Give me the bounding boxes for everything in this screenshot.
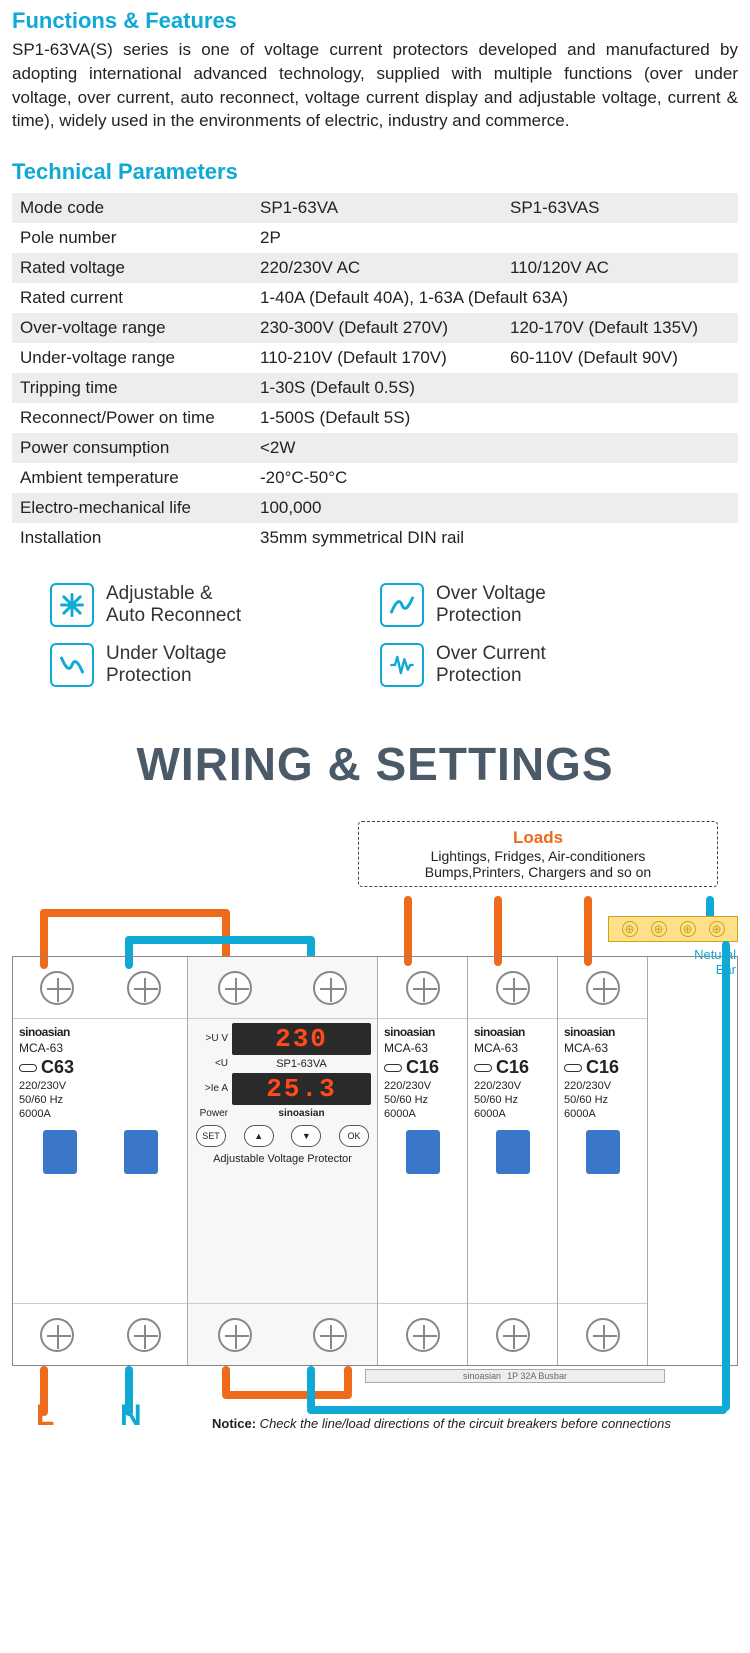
- loads-line1: Lightings, Fridges, Air-conditioners: [369, 848, 707, 864]
- pill-icon: [474, 1064, 492, 1072]
- neutral-term: ⊕: [680, 921, 696, 937]
- table-row: Rated current1-40A (Default 40A), 1-63A …: [12, 283, 738, 313]
- wire-L-out-h: [222, 1391, 352, 1399]
- screw-icon: [313, 1318, 347, 1352]
- loads-title: Loads: [369, 828, 707, 848]
- params-title: Technical Parameters: [0, 151, 750, 189]
- feature-item: Over VoltageProtection: [380, 583, 700, 627]
- loads-box: Loads Lightings, Fridges, Air-conditione…: [358, 821, 718, 887]
- screw-icon: [127, 1318, 161, 1352]
- label-L: L: [36, 1399, 54, 1433]
- wire-live-top: [40, 909, 228, 917]
- breaker-c16: sinoasian MCA-63 C16 220/230V50/60 Hz600…: [378, 957, 468, 1365]
- wire-neutral-top: [125, 936, 313, 944]
- breaker-switch[interactable]: [586, 1130, 620, 1174]
- screw-icon: [496, 971, 530, 1005]
- asterisk-icon: [50, 583, 94, 627]
- wiring-diagram: Loads Lightings, Fridges, Air-conditione…: [12, 821, 738, 1441]
- voltage-display: 230: [232, 1023, 371, 1055]
- breaker-c16: sinoasian MCA-63 C16 220/230V50/60 Hz600…: [558, 957, 648, 1365]
- feature-item: Adjustable &Auto Reconnect: [50, 583, 370, 627]
- table-row: Installation35mm symmetrical DIN rail: [12, 523, 738, 553]
- breaker-row: sinoasian MCA-63 C63 220/230V 50/60 Hz 6…: [12, 956, 738, 1366]
- feature-text: Adjustable &Auto Reconnect: [106, 583, 241, 627]
- set-button[interactable]: SET: [196, 1125, 226, 1147]
- breaker-c63: sinoasian MCA-63 C63 220/230V 50/60 Hz 6…: [13, 957, 188, 1365]
- pill-icon: [384, 1064, 402, 1072]
- ok-button[interactable]: OK: [339, 1125, 369, 1147]
- screw-icon: [586, 1318, 620, 1352]
- screw-icon: [313, 971, 347, 1005]
- table-row: Electro-mechanical life100,000: [12, 493, 738, 523]
- busbar: sinoasian1P 32A Busbar: [365, 1369, 665, 1383]
- breaker-brand: sinoasian: [19, 1025, 181, 1039]
- feature-text: Over CurrentProtection: [436, 643, 546, 687]
- breaker-switch[interactable]: [406, 1130, 440, 1174]
- table-row: Tripping time1-30S (Default 0.5S): [12, 373, 738, 403]
- breaker-switch[interactable]: [496, 1130, 530, 1174]
- breaker-switch[interactable]: [124, 1130, 158, 1174]
- table-row: Under-voltage range110-210V (Default 170…: [12, 343, 738, 373]
- down-button[interactable]: ▼: [291, 1125, 321, 1147]
- table-row: Over-voltage range230-300V (Default 270V…: [12, 313, 738, 343]
- pill-icon: [19, 1064, 37, 1072]
- feature-grid: Adjustable &Auto Reconnect Over VoltageP…: [0, 563, 750, 717]
- feature-item: Under VoltageProtection: [50, 643, 370, 687]
- table-row: Mode codeSP1-63VASP1-63VAS: [12, 193, 738, 223]
- neutral-term: ⊕: [709, 921, 725, 937]
- screw-icon: [406, 971, 440, 1005]
- screw-icon: [40, 1318, 74, 1352]
- screw-icon: [218, 1318, 252, 1352]
- screw-icon: [406, 1318, 440, 1352]
- params-table: Mode codeSP1-63VASP1-63VASPole number2PR…: [12, 193, 738, 553]
- screw-icon: [127, 971, 161, 1005]
- wire-N-out1: [307, 1366, 315, 1411]
- neutral-bar: ⊕ ⊕ ⊕ ⊕: [608, 916, 738, 942]
- features-desc: SP1-63VA(S) series is one of voltage cur…: [0, 38, 750, 151]
- features-title: Functions & Features: [0, 0, 750, 38]
- screw-icon: [40, 971, 74, 1005]
- protector-subtitle: Adjustable Voltage Protector: [194, 1153, 371, 1165]
- table-row: Pole number2P: [12, 223, 738, 253]
- screw-icon: [496, 1318, 530, 1352]
- table-row: Power consumption<2W: [12, 433, 738, 463]
- label-N: N: [120, 1399, 142, 1433]
- breaker-c16: sinoasian MCA-63 C16 220/230V50/60 Hz600…: [468, 957, 558, 1365]
- screw-icon: [218, 971, 252, 1005]
- screw-icon: [586, 971, 620, 1005]
- feature-item: Over CurrentProtection: [380, 643, 700, 687]
- wire-N-out-h: [307, 1406, 727, 1414]
- wire-N-out-up: [722, 941, 730, 1411]
- pill-icon: [564, 1064, 582, 1072]
- voltage-protector: >U V 230 <U SP1-63VA >Ie A 25.3 Power si…: [188, 957, 378, 1365]
- underV-icon: [50, 643, 94, 687]
- feature-text: Under VoltageProtection: [106, 643, 226, 687]
- neutral-term: ⊕: [651, 921, 667, 937]
- table-row: Ambient temperature-20°C-50°C: [12, 463, 738, 493]
- notice: Notice: Check the line/load directions o…: [212, 1416, 671, 1431]
- current-display: 25.3: [232, 1073, 371, 1105]
- loads-line2: Bumps,Printers, Chargers and so on: [369, 864, 707, 880]
- breaker-switch[interactable]: [43, 1130, 77, 1174]
- table-row: Reconnect/Power on time1-500S (Default 5…: [12, 403, 738, 433]
- wiring-title: WIRING & SETTINGS: [0, 737, 750, 791]
- up-button[interactable]: ▲: [244, 1125, 274, 1147]
- feature-text: Over VoltageProtection: [436, 583, 546, 627]
- overC-icon: [380, 643, 424, 687]
- overV-icon: [380, 583, 424, 627]
- wire-L-out2: [344, 1366, 352, 1396]
- table-row: Rated voltage220/230V AC110/120V AC: [12, 253, 738, 283]
- neutral-term: ⊕: [622, 921, 638, 937]
